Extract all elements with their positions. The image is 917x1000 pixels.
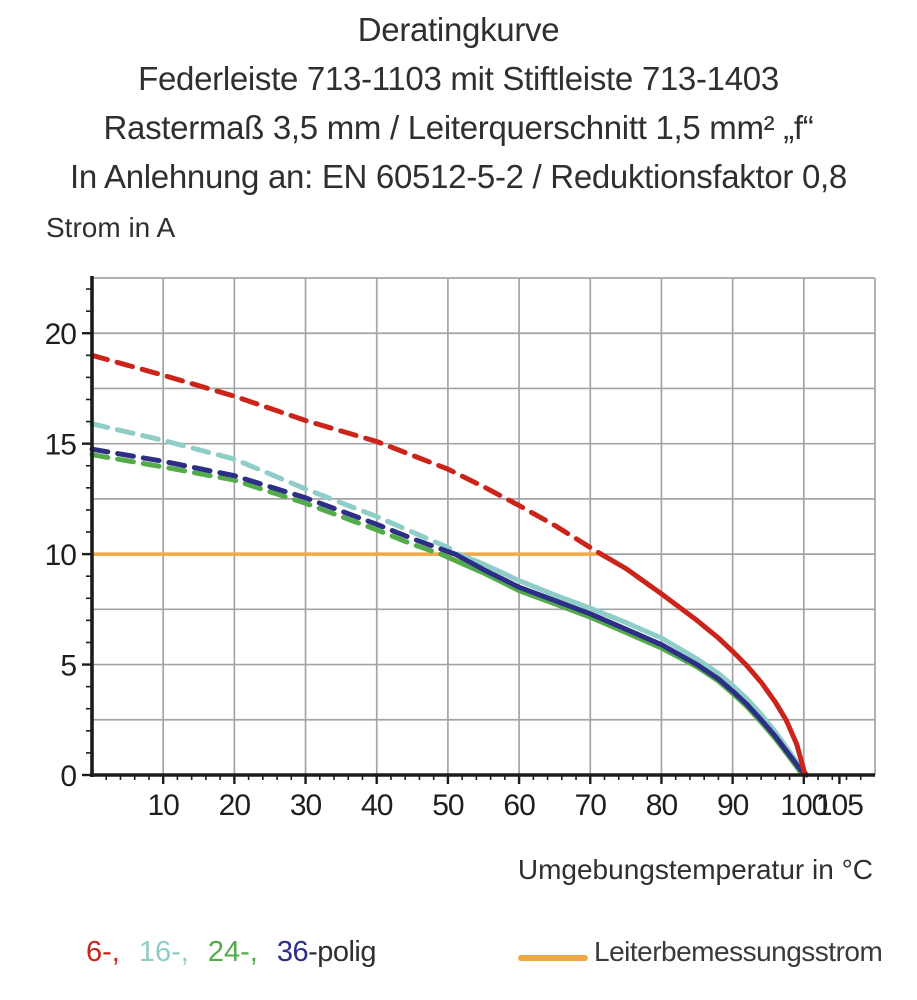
x-tick-label: 10 (147, 789, 179, 822)
x-tick-label: 105 (816, 789, 863, 822)
series-16-polig (89, 421, 810, 778)
x-tick-label: 20 (219, 789, 251, 822)
x-axis-label: Umgebungstemperatur in °C (517, 854, 873, 885)
legend-item-16-polig: 16-, (138, 936, 189, 968)
title-line-2: Federleiste 713-1103 mit Stiftleiste 713… (138, 60, 779, 97)
axis-ticks (82, 288, 862, 784)
y-tick-label: 10 (45, 539, 77, 572)
series-24-polig (89, 452, 809, 778)
chart-title-block: Deratingkurve Federleiste 713-1103 mit S… (0, 5, 917, 201)
gridlines (92, 277, 876, 775)
x-tick-label: 30 (290, 789, 322, 822)
y-tick-label: 5 (60, 650, 76, 683)
x-tick-label: 90 (717, 789, 749, 822)
legend-row: 6-, 16-, 24-, 36-polig Leiterbemessungss… (0, 936, 917, 986)
y-axis-label: Strom in A (46, 212, 176, 243)
rated-current-label: Leiterbemessungsstrom (594, 936, 883, 967)
series-36-polig (89, 446, 810, 778)
title-line-1: Deratingkurve (357, 11, 560, 48)
x-tick-label: 70 (575, 789, 607, 822)
legend-item-24-polig: 24-, (207, 936, 258, 968)
x-tick-label: 50 (432, 789, 464, 822)
legend-item-6-polig: 6-, (86, 936, 120, 968)
x-tick-label: 80 (646, 789, 678, 822)
poles-legend: 6-, 16-, 24-, 36-polig (86, 936, 377, 969)
rated-current-line-swatch (518, 955, 588, 961)
title-line-3: Rastermaß 3,5 mm / Leiterquerschnitt 1,5… (103, 109, 814, 146)
title-line-4: In Anlehnung an: EN 60512-5-2 / Reduktio… (70, 158, 847, 195)
y-tick-label: 20 (45, 318, 77, 351)
x-tick-label: 60 (503, 789, 535, 822)
y-tick-label: 15 (45, 429, 77, 462)
series-6-polig (89, 352, 808, 778)
legend-item-36-polig: 36-polig (276, 936, 377, 968)
y-tick-label: 0 (60, 760, 76, 793)
legend-suffix-polig: -polig (308, 936, 377, 968)
x-tick-label: 40 (361, 789, 393, 822)
x-tick-label: 100 (780, 789, 827, 822)
